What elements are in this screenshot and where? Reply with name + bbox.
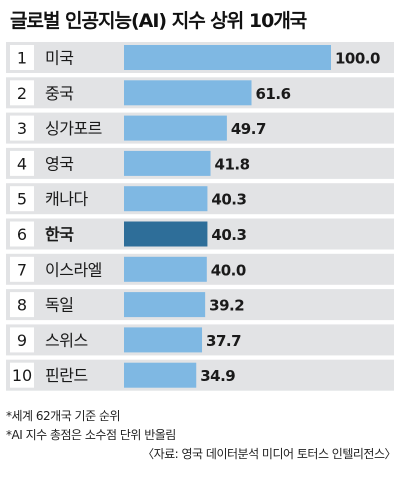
country-label: 이스라엘 [45,260,102,279]
country-label: 캐나다 [45,190,88,209]
value-label: 37.7 [206,332,241,350]
bar [124,186,208,212]
rank-box [10,45,34,70]
bar [124,221,208,247]
rank-label: 10 [12,366,32,385]
value-label: 41.8 [215,155,250,173]
country-label: 스위스 [45,331,88,350]
row-background [6,359,394,391]
value-label: 49.7 [231,120,266,138]
footnote-rounding: *AI 지수 총점은 소수점 단위 반올림 [6,428,176,442]
country-label: 한국 [45,225,74,244]
source-credit: 〈자료: 영국 데이터분석 미디어 토터스 인텔리전스〉 [142,447,396,461]
rank-box [10,186,34,212]
value-label: 61.6 [256,85,291,103]
country-label: 영국 [45,154,73,173]
rank-box [10,327,34,353]
rank-box [10,292,34,318]
value-label: 39.2 [209,297,244,315]
rank-box [10,115,34,141]
rank-label: 5 [17,190,27,209]
country-label: 핀란드 [45,366,88,385]
rank-label: 7 [17,260,27,279]
bar [124,362,197,388]
rank-box [10,256,34,282]
bar [124,292,206,318]
value-label: 40.3 [211,226,246,244]
bar [124,80,252,106]
country-label: 싱가포르 [45,119,102,138]
bar [124,115,227,141]
rank-label: 6 [17,225,27,244]
rank-box [10,80,34,106]
rank-label: 2 [17,84,27,103]
value-label: 34.9 [200,367,235,385]
bar [124,45,331,70]
bar-chart: 1 미국 100.0 2 중국 61.6 3 싱가포르 49.7 4 영국 41.8 5 캐나다 40.3 6… [6,42,394,391]
bar [124,327,203,353]
value-label: 40.3 [211,191,246,209]
rank-box [10,150,34,176]
rank-label: 9 [17,331,27,350]
country-label: 미국 [45,49,73,68]
footnotes: *세계 62개국 기준 순위 *AI 지수 총점은 소수점 단위 반올림 〈자료… [6,407,398,464]
chart-title: 글로벌 인공지능(AI) 지수 상위 10개국 [10,10,307,32]
footnote-countries: *세계 62개국 기준 순위 [6,409,121,423]
rank-label: 8 [17,296,27,315]
value-label: 40.0 [211,261,246,279]
rank-box [10,362,34,388]
country-label: 독일 [45,296,73,315]
rank-label: 1 [17,49,27,68]
country-label: 중국 [45,84,73,103]
rank-label: 4 [17,154,27,173]
rank-box [10,221,34,247]
value-label: 100.0 [335,50,380,68]
bar [124,256,207,282]
rank-label: 3 [17,119,27,138]
bar [124,150,211,176]
